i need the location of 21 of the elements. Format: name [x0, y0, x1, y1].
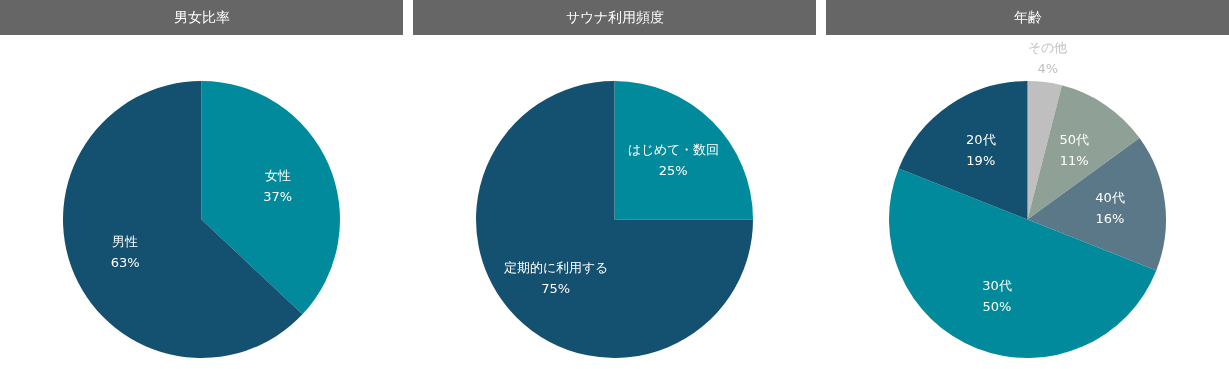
slice-label: 40代: [1095, 190, 1125, 206]
data-label: 75%: [541, 280, 571, 296]
data-label: 16%: [1095, 211, 1125, 227]
chart-title: サウナ利用頻度: [413, 0, 816, 35]
slice-label: 女性: [264, 167, 291, 183]
slice-label: 50代: [1059, 132, 1089, 148]
slice-label: はじめて・数回: [627, 142, 719, 158]
data-label: 19%: [966, 153, 996, 169]
data-label: 50%: [982, 299, 1012, 315]
slice-label: 男性: [112, 233, 139, 249]
data-label: 4%: [1037, 60, 1059, 76]
chart-title: 男女比率: [0, 0, 403, 35]
slice-label: 20代: [966, 132, 996, 148]
slice-label: その他: [1028, 39, 1068, 55]
slice-label: 30代: [982, 278, 1012, 294]
slice-label: 定期的に利用する: [503, 259, 608, 275]
data-label: 37%: [263, 188, 293, 204]
data-label: 63%: [110, 254, 140, 270]
data-label: 25%: [658, 163, 688, 179]
data-label: 11%: [1059, 153, 1089, 169]
chart-title: 年齢: [826, 0, 1229, 35]
